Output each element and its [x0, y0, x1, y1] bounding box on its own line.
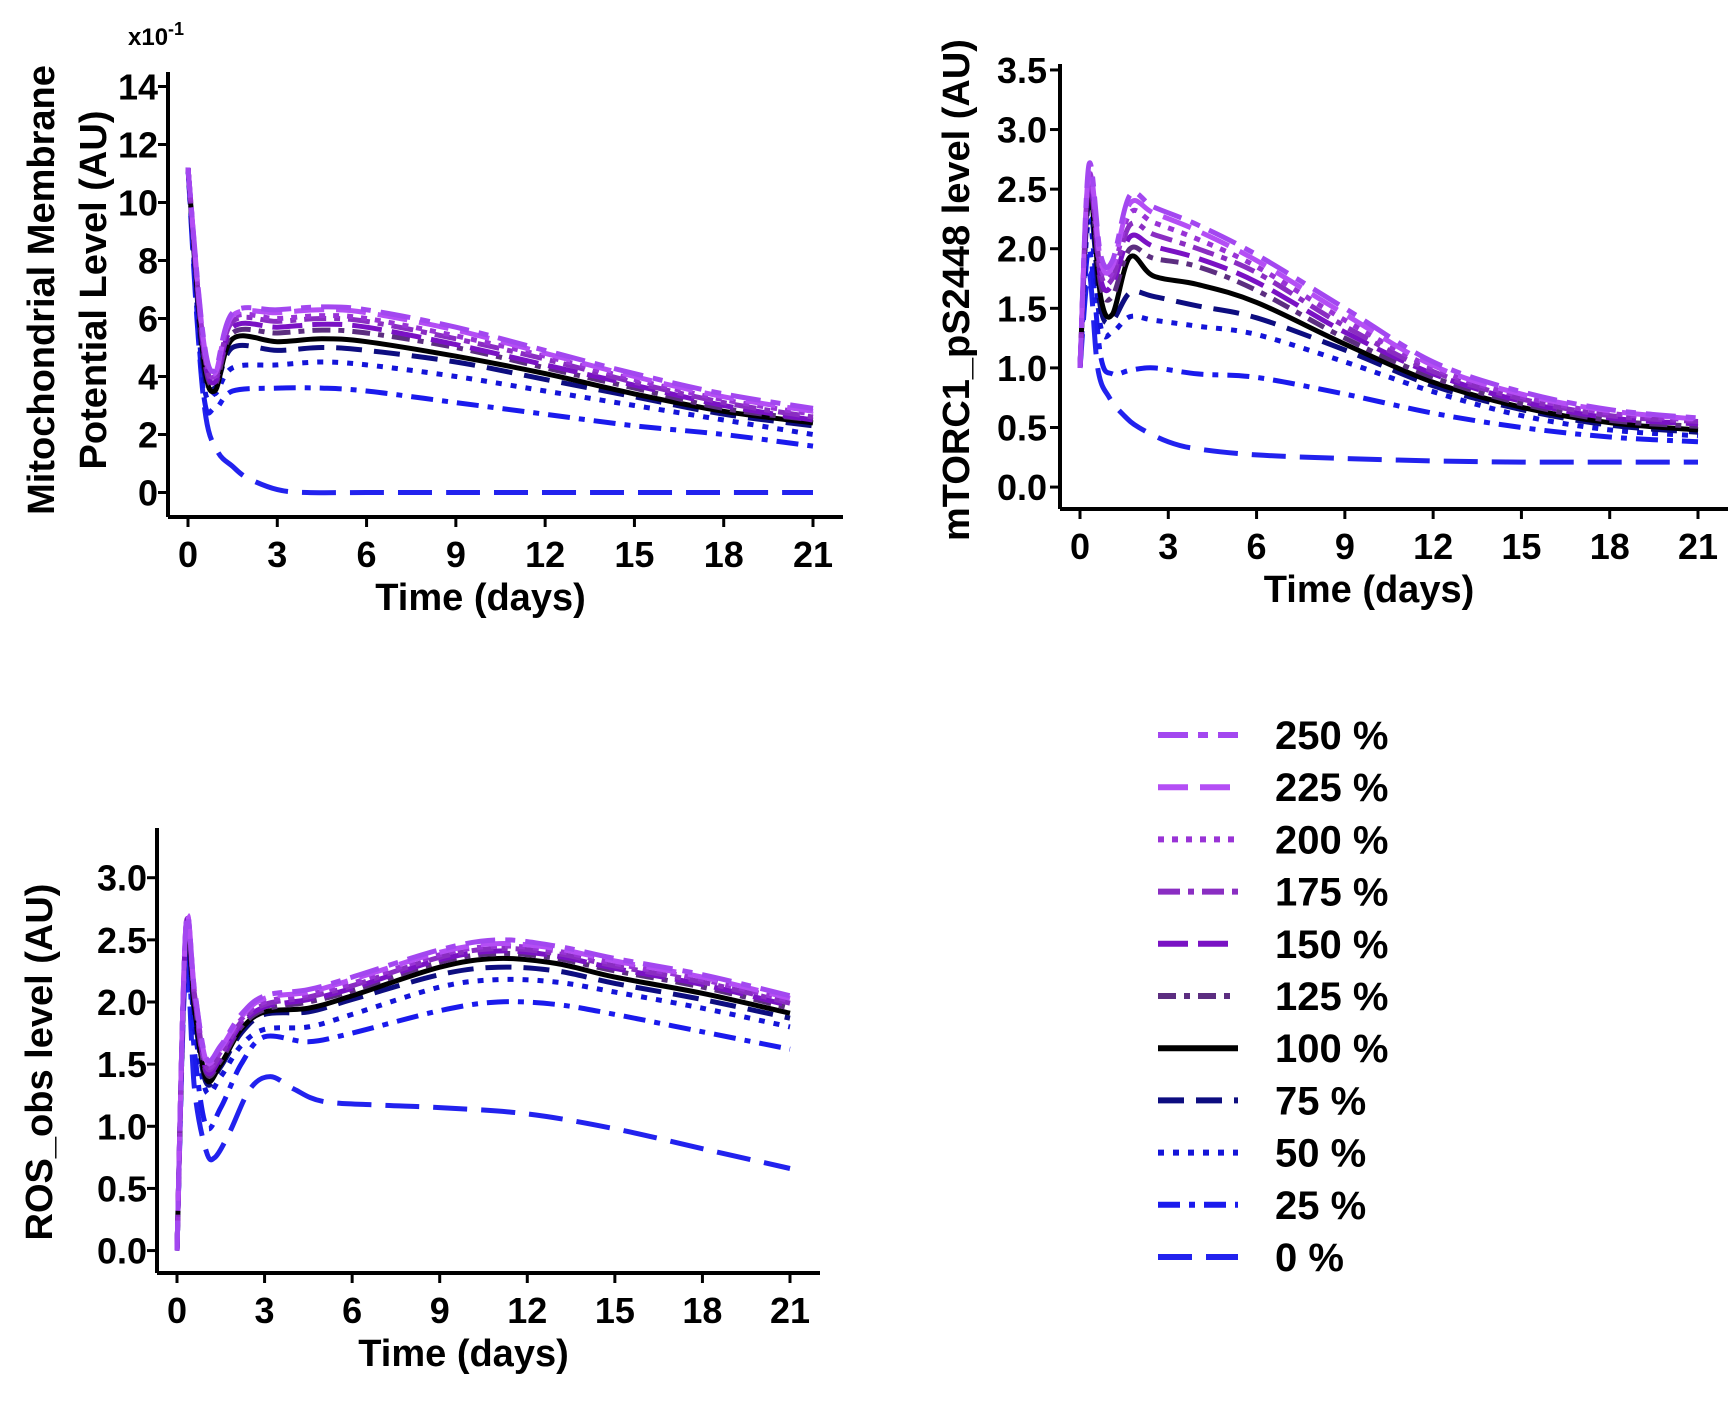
- series-line-175pct: [185, 167, 814, 420]
- x-tick-label: 3: [1158, 526, 1178, 567]
- series-line-250pct: [174, 912, 791, 1251]
- y-tick-label: 8: [138, 241, 158, 282]
- y-axis-label: ROS_obs level (AU): [19, 884, 61, 1241]
- legend-label: 75 %: [1275, 1079, 1366, 1123]
- x-tick-label: 15: [595, 1290, 635, 1331]
- chart-ros-obs: 0.0 0.5 1.0 1.5 2.0 2.5 3.0 0 3 6 9 12 15 18 21 Time (d…: [19, 828, 820, 1375]
- y-tick-label: 2.5: [997, 169, 1047, 210]
- series-line-200pct: [185, 167, 814, 417]
- legend-label: 150 %: [1275, 923, 1388, 967]
- series-line-0pct: [185, 167, 813, 496]
- legend-label: 125 %: [1275, 975, 1388, 1019]
- legend-label: 175 %: [1275, 871, 1388, 915]
- x-tick-label: 9: [446, 534, 466, 575]
- series-line-125pct: [174, 917, 791, 1251]
- y-tick-label: 1.0: [997, 348, 1047, 389]
- series-line-250pct: [1077, 160, 1699, 421]
- x-tick-label: 12: [525, 534, 565, 575]
- series-line-25pct: [185, 167, 814, 449]
- legend-label: 225 %: [1275, 766, 1388, 810]
- y-axis-label: Potential Level (AU): [73, 111, 115, 470]
- series-line-225pct: [1077, 166, 1699, 422]
- series-line-175pct: [174, 914, 791, 1251]
- series-line-0pct: [1077, 270, 1698, 465]
- x-tick-label: 9: [1335, 526, 1355, 567]
- legend: 250 % 225 % 200 % 175 % 150 % 125 % 100 % 75 % 5…: [1158, 714, 1388, 1280]
- x-axis-label: Time (days): [358, 1333, 568, 1375]
- y-tick-label: 0.0: [97, 1231, 147, 1272]
- x-axis-label: Time (days): [375, 577, 585, 619]
- y-tick-label: 0.5: [97, 1168, 147, 1209]
- legend-label: 50 %: [1275, 1132, 1366, 1176]
- x-tick-label: 15: [614, 534, 654, 575]
- series-line-75pct: [174, 927, 791, 1251]
- series-line-200pct: [1077, 170, 1699, 423]
- x-tick-label: 18: [1590, 526, 1630, 567]
- series-line-200pct: [174, 913, 791, 1251]
- y-axis-label: Mitochondrial Membrane: [21, 65, 63, 515]
- x-tick-label: 0: [167, 1290, 187, 1331]
- y-tick-label: 2.0: [997, 229, 1047, 270]
- legend-label: 25 %: [1275, 1184, 1366, 1228]
- chart-mtorc1-ps2448: 0.0 0.5 1.0 1.5 2.0 2.5 3.0 3.5 0 3 6 9 12 15 18 21 Time…: [936, 39, 1728, 611]
- legend-label: 100 %: [1275, 1027, 1388, 1071]
- series-line-50pct: [1077, 216, 1699, 439]
- y-tick-label: 2.0: [97, 982, 147, 1023]
- y-tick-label: 10: [118, 183, 158, 224]
- legend-label: 200 %: [1275, 818, 1388, 862]
- x-tick-label: 6: [357, 534, 377, 575]
- y-tick-label: 1.5: [997, 288, 1047, 329]
- x-tick-label: 0: [1070, 526, 1090, 567]
- y-scale-multiplier: x10-1: [128, 19, 184, 51]
- y-tick-label: 3.0: [997, 110, 1047, 151]
- series-line-25pct: [1077, 246, 1699, 445]
- series-line-250pct: [185, 167, 814, 411]
- y-tick-label: 1.5: [97, 1044, 147, 1085]
- series-line-100pct: [185, 167, 814, 426]
- y-tick-label: 2.5: [97, 920, 147, 961]
- series-line-125pct: [1077, 179, 1699, 429]
- x-tick-label: 18: [682, 1290, 722, 1331]
- y-tick-label: 2: [138, 415, 158, 456]
- x-axis-label: Time (days): [1264, 569, 1474, 611]
- legend-label: 250 %: [1275, 714, 1388, 758]
- x-tick-label: 21: [1678, 526, 1718, 567]
- x-tick-label: 3: [267, 534, 287, 575]
- y-tick-label: 1.0: [97, 1106, 147, 1147]
- y-tick-label: 0.5: [997, 407, 1047, 448]
- y-tick-label: 3.5: [997, 50, 1047, 91]
- x-tick-label: 9: [430, 1290, 450, 1331]
- x-tick-label: 18: [704, 534, 744, 575]
- series-line-225pct: [185, 167, 814, 414]
- series-line-150pct: [174, 916, 791, 1251]
- x-tick-label: 3: [255, 1290, 275, 1331]
- series-line-100pct: [1077, 185, 1699, 433]
- y-axis-label: mTORC1_pS2448 level (AU): [936, 39, 978, 541]
- x-tick-label: 15: [1501, 526, 1541, 567]
- y-tick-label: 0: [138, 473, 158, 514]
- series-line-50pct: [185, 167, 814, 437]
- series-line-75pct: [185, 167, 814, 429]
- y-tick-label: 4: [138, 357, 158, 398]
- x-tick-label: 21: [793, 534, 833, 575]
- series-line-225pct: [174, 912, 791, 1251]
- x-tick-label: 12: [1413, 526, 1453, 567]
- x-tick-label: 0: [178, 534, 198, 575]
- x-tick-label: 12: [507, 1290, 547, 1331]
- series-line-75pct: [1077, 198, 1699, 435]
- x-tick-label: 6: [1247, 526, 1267, 567]
- x-tick-label: 21: [770, 1290, 810, 1331]
- chart-mitochondrial-membrane-potential: 0 2 4 6 8 10 12 14 0 3 6 9 12 15 18 21 Time (days) Mitoch…: [21, 19, 843, 619]
- legend-label: 0 %: [1275, 1236, 1344, 1280]
- x-tick-label: 6: [342, 1290, 362, 1331]
- series-line-100pct: [174, 921, 791, 1251]
- y-tick-label: 12: [118, 125, 158, 166]
- y-tick-label: 6: [138, 299, 158, 340]
- y-tick-label: 14: [118, 67, 158, 108]
- y-tick-label: 3.0: [97, 858, 147, 899]
- y-tick-label: 0.0: [997, 467, 1047, 508]
